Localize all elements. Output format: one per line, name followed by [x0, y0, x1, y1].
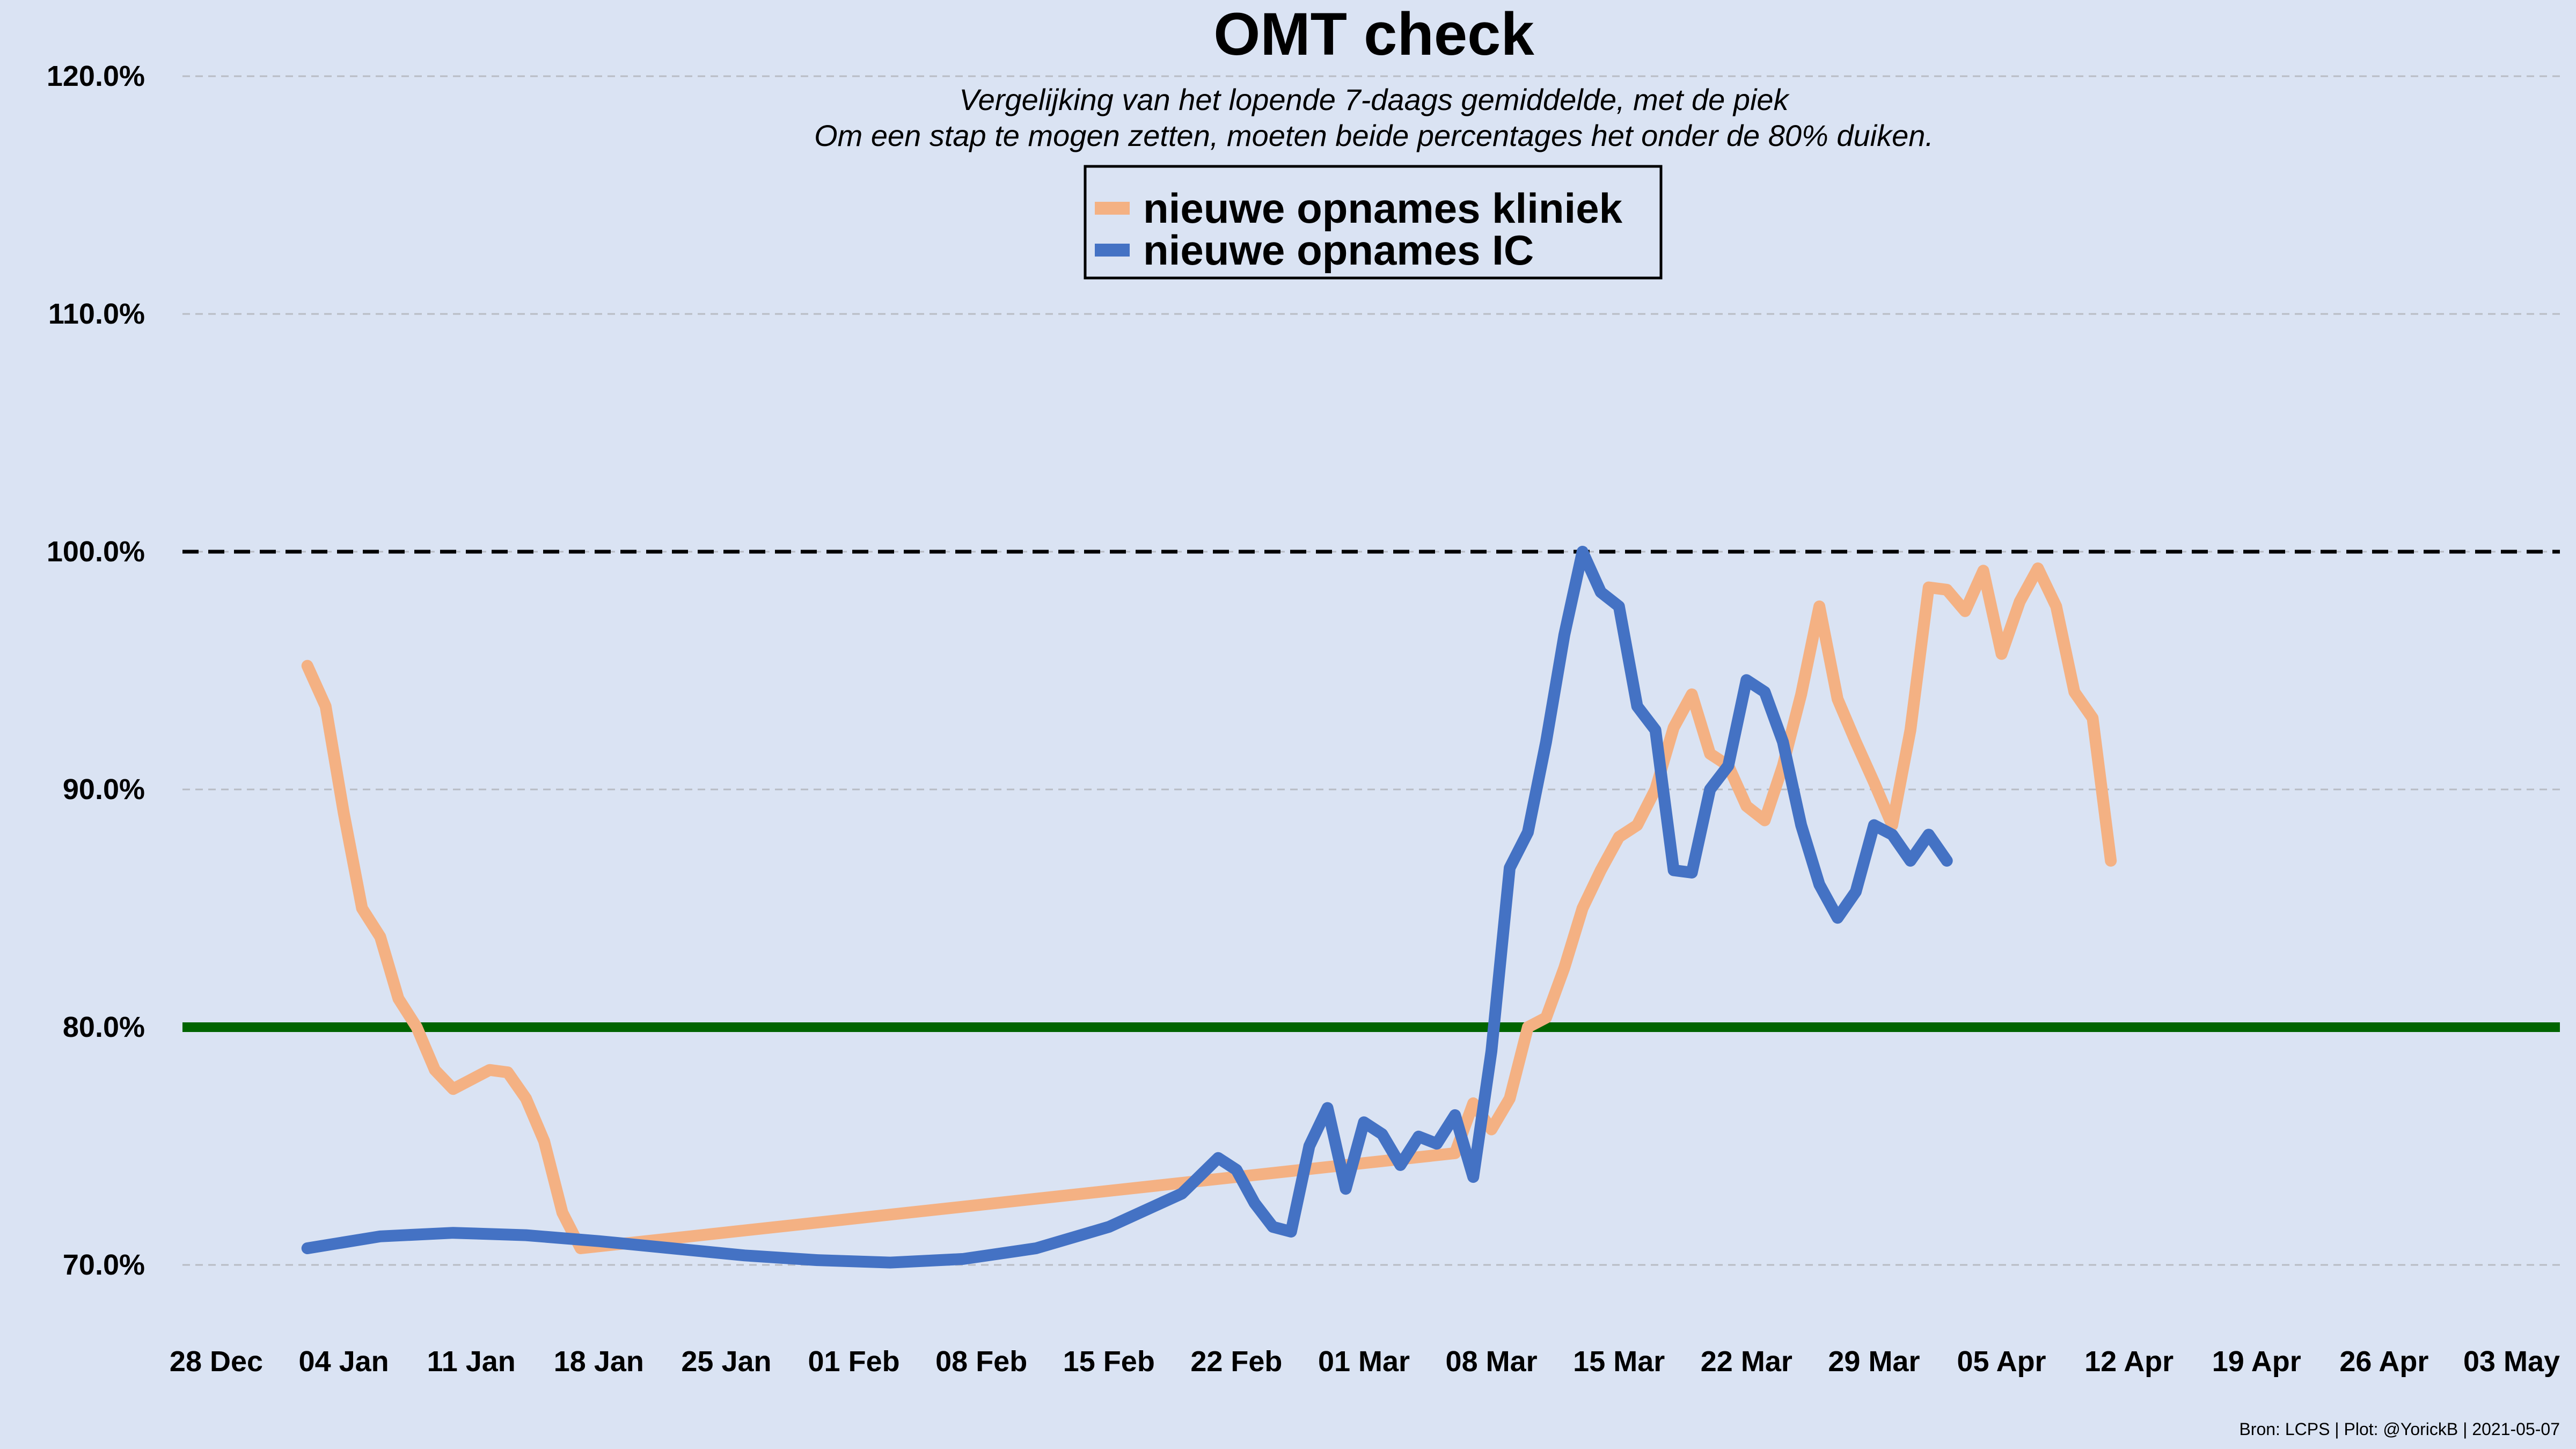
x-tick-label: 12 Apr: [2084, 1345, 2174, 1378]
plot-area: 70.0% 80.0% 90.0% 100.0% 110.0% 120.0% 28 Dec 0…: [47, 60, 2560, 1378]
chart-title: OMT check: [1213, 1, 1534, 68]
y-tick-label: 80.0%: [63, 1011, 145, 1043]
y-tick-label: 110.0%: [48, 298, 145, 330]
x-tick-label: 22 Feb: [1190, 1345, 1282, 1378]
x-tick-label: 15 Feb: [1063, 1345, 1155, 1378]
x-tick-label: 22 Mar: [1701, 1345, 1792, 1378]
series-line-kliniek: [301, 562, 2117, 1254]
x-tick-label: 01 Mar: [1318, 1345, 1410, 1378]
y-tick-label: 70.0%: [63, 1249, 145, 1281]
x-tick-label: 26 Apr: [2339, 1345, 2428, 1378]
x-tick-label: 29 Mar: [1828, 1345, 1920, 1378]
x-tick-label: 28 Dec: [170, 1345, 263, 1378]
x-tick-label: 19 Apr: [2212, 1345, 2301, 1378]
x-tick-label: 01 Feb: [808, 1345, 900, 1378]
chart-subtitle-line-1: Vergelijking van het lopende 7-daags gem…: [959, 83, 1790, 116]
x-tick-label: 05 Apr: [1957, 1345, 2046, 1378]
legend: nieuwe opnames kliniek nieuwe opnames IC: [1084, 165, 1663, 280]
x-tick-label: 18 Jan: [554, 1345, 644, 1378]
x-tick-label: 15 Mar: [1573, 1345, 1665, 1378]
x-tick-label: 25 Jan: [681, 1345, 771, 1378]
legend-box: [1084, 165, 1663, 280]
x-tick-label: 11 Jan: [427, 1345, 516, 1378]
y-tick-label: 120.0%: [47, 60, 145, 92]
series-line-ic: [301, 546, 1953, 1269]
source-footer: Bron: LCPS | Plot: @YorickB | 2021-05-07: [2239, 1419, 2560, 1439]
chart-subtitle-line-2: Om een stap te mogen zetten, moeten beid…: [814, 119, 1934, 152]
legend-label-ic: nieuwe opnames IC: [1143, 226, 1534, 274]
y-tick-label: 90.0%: [63, 773, 145, 806]
x-tick-label: 03 May: [2463, 1345, 2560, 1378]
x-tick-label: 08 Feb: [935, 1345, 1027, 1378]
x-tick-label: 08 Mar: [1446, 1345, 1538, 1378]
x-tick-label: 04 Jan: [299, 1345, 389, 1378]
y-tick-label: 100.0%: [47, 536, 145, 568]
legend-label-kliniek: nieuwe opnames kliniek: [1143, 185, 1623, 232]
